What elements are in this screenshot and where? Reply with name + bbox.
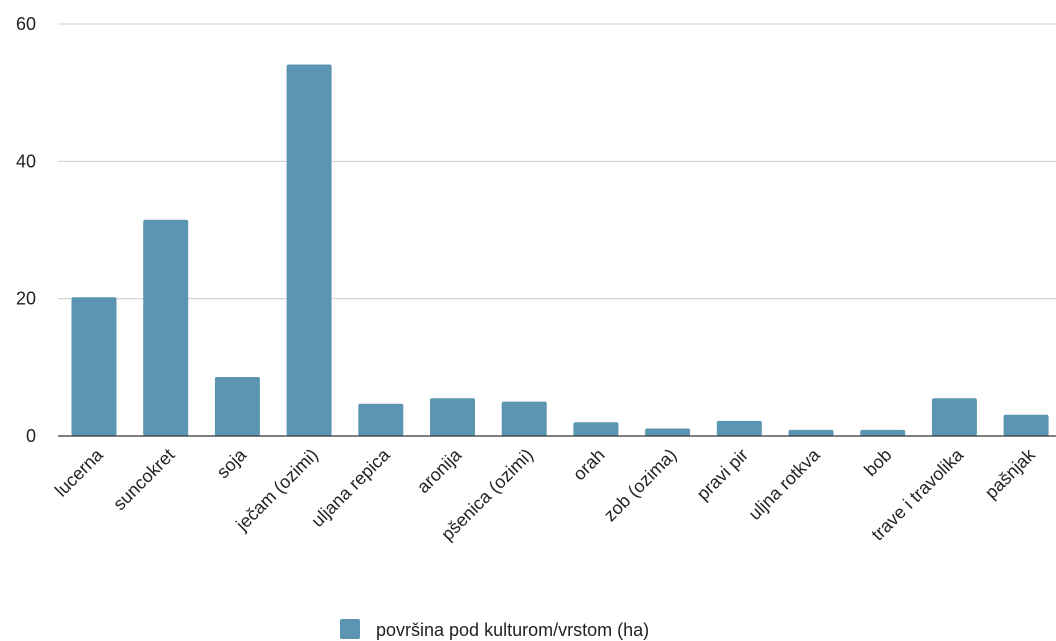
x-tick-label: pravi pir — [693, 445, 752, 504]
y-tick-label: 40 — [16, 151, 36, 171]
x-tick-label: zob (ozima) — [600, 445, 681, 526]
bar — [573, 422, 619, 436]
bar — [645, 428, 691, 436]
x-tick-label: uljna rotkva — [745, 444, 825, 524]
x-tick-label: pašnjak — [981, 444, 1040, 503]
x-tick-label: soja — [213, 444, 251, 482]
x-tick-label: suncokret — [109, 445, 178, 514]
y-tick-label: 0 — [26, 426, 36, 446]
legend-label: površina pod kulturom/vrstom (ha) — [376, 620, 649, 640]
legend: površina pod kulturom/vrstom (ha) — [340, 619, 649, 640]
bar — [1003, 414, 1049, 436]
legend-swatch — [340, 619, 360, 639]
x-tick-label: lucerna — [51, 444, 108, 501]
bar — [430, 398, 475, 436]
bar — [143, 219, 189, 436]
bar — [358, 403, 404, 436]
bar — [286, 64, 332, 436]
bar — [716, 420, 762, 436]
x-tick-label: aronija — [413, 444, 466, 497]
y-tick-label: 60 — [16, 14, 36, 34]
bar — [214, 376, 260, 436]
bar — [860, 429, 906, 436]
x-tick-label: orah — [569, 445, 609, 485]
x-tick-label: uljana repica — [307, 444, 394, 531]
y-tick-label: 20 — [16, 289, 36, 309]
bar — [931, 398, 977, 436]
bar — [788, 429, 834, 436]
x-tick-label: bob — [860, 445, 895, 480]
bars — [71, 64, 1049, 436]
bar — [501, 401, 547, 436]
y-axis-ticks: 0 20 40 60 — [16, 14, 36, 446]
gridlines — [58, 23, 1056, 300]
bar — [71, 297, 117, 436]
